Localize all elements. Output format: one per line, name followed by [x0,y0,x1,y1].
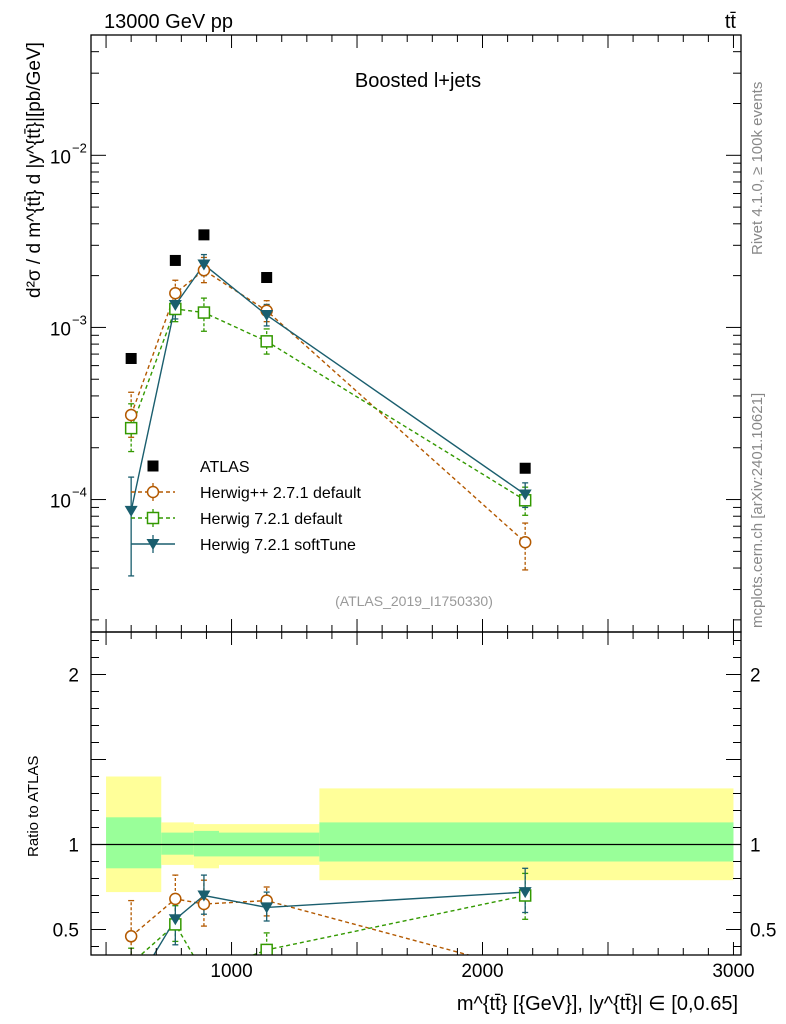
legend-marker [146,485,160,499]
ratio-y-axis-label: Ratio to ATLAS [25,756,42,857]
data-point [169,286,182,300]
data-point [197,306,211,319]
ratio-point [125,987,138,998]
ratio-point [197,890,211,902]
legend: ATLAS Herwig++ 2.7.1 default Herwig 7.2.1 … [131,459,362,554]
main-y-tick-label: 10 [50,492,71,513]
ratio-band-inner [106,817,162,869]
ratio-band-inner [193,830,219,857]
header-process-label: tt̄ [725,11,737,33]
ratio-point [124,930,138,943]
main-y-axis-label: d²σ / d m^{tt̄} d |y^{tt̄}|[pb/GeV] [24,42,45,298]
data-point [260,335,273,348]
data-point-atlas [519,462,531,474]
data-point-atlas [169,254,181,266]
ratio-point [168,914,182,926]
series-line [130,263,526,511]
main-y-tick-exponent: −4 [72,485,87,500]
legend-marker [147,460,159,472]
data-point-atlas [125,352,137,364]
legend-marker [146,511,160,525]
ratio-y-tick-label-right: 0.5 [750,921,776,942]
legend-marker [146,539,160,550]
data-point [260,310,274,322]
x-tick-label: 1000 [210,961,252,982]
ratio-point [260,902,274,914]
ratio-frame [90,631,742,956]
ratio-point [169,892,182,906]
main-y-tick-label: 10 [50,319,71,340]
data-point-atlas [198,229,210,241]
main-y-tick-label: 10 [50,147,71,168]
series-line [130,308,526,501]
data-point [124,505,138,517]
rivet-version-label: Rivet 4.1.0, ≥ 100k events [749,82,766,255]
ratio-y-tick-label-left: 1 [68,836,79,857]
data-point [168,299,182,311]
x-axis-label: m^{tt̄} [{GeV}], |y^{tt̄}| ∈ [0,0.65] [457,993,738,1015]
header-energy-label: 13000 GeV pp [104,11,233,33]
ratio-band-inner [161,832,194,855]
ratio-band-inner [319,822,734,862]
legend-label: Herwig 7.2.1 softTune [200,537,356,554]
ratio-point [520,965,531,976]
x-tick-label: 3000 [712,961,754,982]
ratio-point [126,958,137,969]
legend-label: Herwig 7.2.1 default [200,511,343,528]
analysis-id-label: (ATLAS_2019_I1750330) [335,593,493,609]
ratio-y-tick-label-right: 2 [750,666,761,687]
ratio-y-tick-label-left: 0.5 [53,921,79,942]
main-y-tick-exponent: −2 [72,140,87,155]
data-point [518,535,532,549]
legend-label: ATLAS [200,459,250,476]
ratio-point [198,968,209,979]
plot-title: Boosted l+jets [355,70,481,92]
ratio-y-tick-label-left: 2 [68,666,79,687]
ratio-point [260,943,273,955]
main-y-tick-exponent: −3 [72,312,87,327]
main-frame [90,34,742,633]
data-point-atlas [261,272,273,284]
ratio-panel: 1000 2000 3000 0.5 0.5 1 1 2 2 [53,632,776,998]
ratio-series-line [130,898,472,955]
ratio-point [518,887,532,899]
main-panel: 10−410−310−2 [50,34,741,632]
legend-label: Herwig++ 2.7.1 default [200,485,362,502]
x-tick-label: 2000 [461,961,503,982]
data-point [124,408,138,422]
main-plot-area [124,229,532,577]
series-line [130,269,526,543]
data-point [197,259,211,271]
ratio-plot-area [91,776,741,998]
data-point [124,421,138,435]
ratio-y-tick-label-right: 1 [750,836,761,857]
data-point [518,489,532,501]
mcplots-credit-label: mcplots.cern.ch [arXiv:2401.10621] [749,393,766,628]
